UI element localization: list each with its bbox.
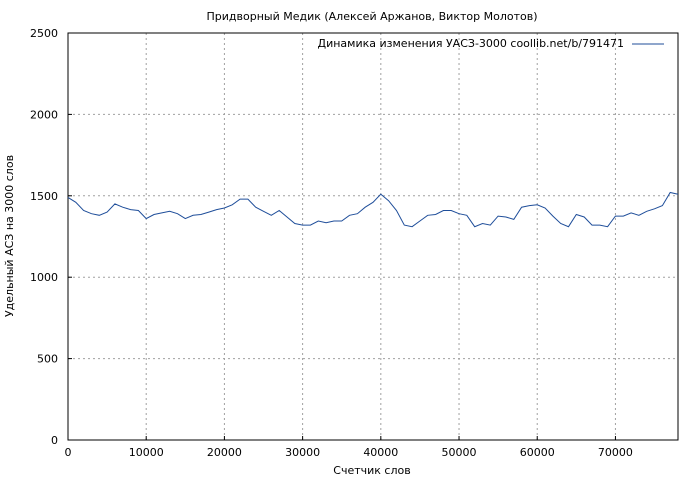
x-tick-label: 70000: [598, 446, 633, 459]
series-line: [67, 191, 679, 228]
x-axis: 0 10000 20000 30000 40000 50000 60000 70000: [65, 436, 633, 459]
legend: Динамика изменения УАСЗ-3000 coollib.net…: [318, 37, 664, 50]
legend-label: Динамика изменения УАСЗ-3000 coollib.net…: [318, 37, 625, 50]
y-tick-label: 1500: [30, 190, 58, 203]
x-tick-label: 60000: [520, 446, 555, 459]
y-tick-label: 1000: [30, 271, 58, 284]
series-group: [67, 191, 679, 228]
y-tick-label: 0: [51, 434, 58, 447]
x-tick-label: 20000: [207, 446, 242, 459]
y-tick-label: 2000: [30, 108, 58, 121]
y-tick-label: 500: [37, 353, 58, 366]
y-tick-label: 2500: [30, 27, 58, 40]
chart-title: Придворный Медик (Алексей Аржанов, Викто…: [206, 10, 537, 23]
x-tick-label: 50000: [442, 446, 477, 459]
plot-area: [67, 32, 679, 441]
y-axis: 0 500 1000 1500 2000 2500: [30, 27, 72, 447]
x-tick-label: 30000: [285, 446, 320, 459]
x-tick-label: 10000: [129, 446, 164, 459]
x-axis-label: Счетчик слов: [333, 464, 410, 477]
grid-lines: [68, 33, 678, 440]
x-tick-label: 0: [65, 446, 72, 459]
x-tick-label: 40000: [363, 446, 398, 459]
y-axis-label: Удельный АСЗ на 3000 слов: [3, 155, 16, 317]
